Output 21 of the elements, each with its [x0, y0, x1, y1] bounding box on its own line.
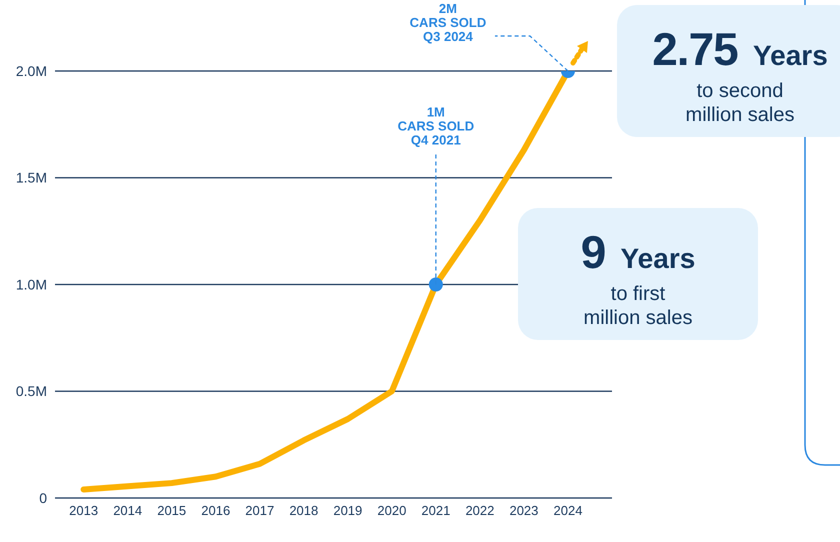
x-tick-label: 2020	[377, 503, 406, 518]
y-tick-label: 1.0M	[16, 276, 47, 292]
annotation: 1M CARS SOLD Q4 2021	[398, 104, 474, 148]
x-tick-label: 2017	[245, 503, 274, 518]
y-tick-label: 1.5M	[16, 170, 47, 186]
x-tick-label: 2022	[465, 503, 494, 518]
x-tick-label: 2013	[69, 503, 98, 518]
annotation: 2M CARS SOLD Q3 2024	[410, 1, 486, 44]
x-tick-label: 2023	[509, 503, 538, 518]
annotation: 9 Years to first million sales	[580, 226, 696, 329]
y-tick-label: 2.0M	[16, 62, 47, 79]
text: 2.75 Years to second million sales	[652, 23, 828, 126]
x-tick-label: 2018	[289, 503, 318, 518]
x-tick-label: 2014	[113, 503, 142, 518]
x-tick-label: 2015	[157, 503, 186, 518]
x-tick-label: 2019	[333, 503, 362, 518]
y-tick-label: 0.5M	[16, 383, 47, 400]
x-tick-label: 2024	[554, 503, 582, 518]
x-tick-label: 2021	[421, 503, 450, 518]
x-tick-label: 2016	[201, 503, 230, 518]
y-tick-label: 0	[39, 490, 48, 506]
